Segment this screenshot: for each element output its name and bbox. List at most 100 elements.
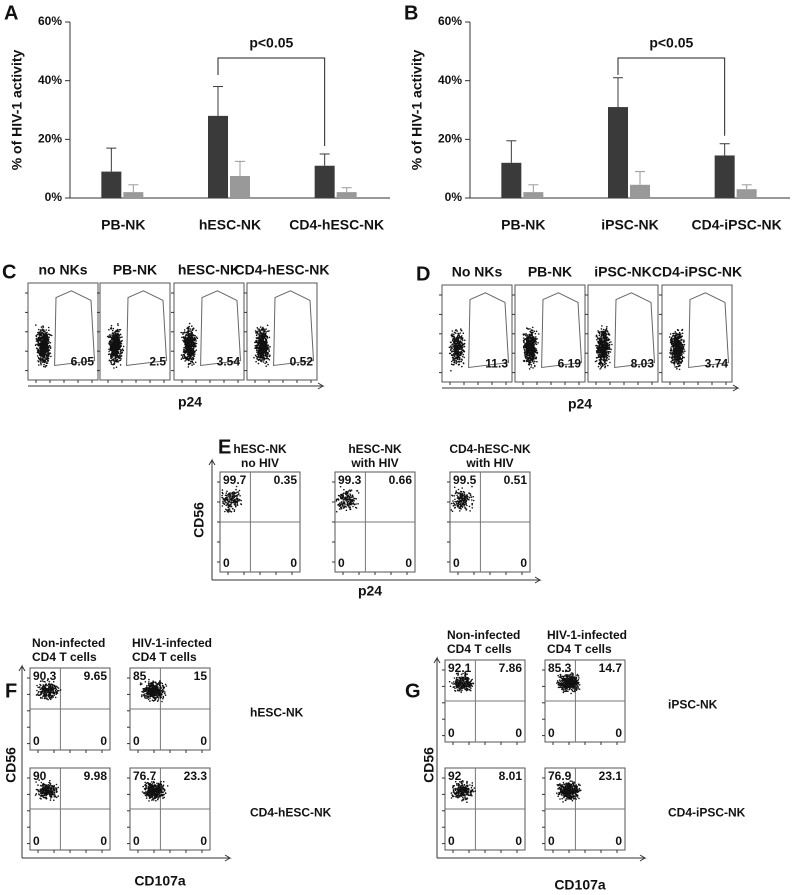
dot: [111, 325, 113, 327]
dot: [471, 507, 473, 509]
dot: [466, 497, 468, 499]
dot: [604, 352, 606, 354]
dot: [464, 500, 466, 502]
dot: [461, 342, 463, 344]
dot: [455, 354, 457, 356]
dot: [529, 364, 531, 366]
dot: [452, 356, 454, 358]
dot: [461, 345, 463, 347]
dot: [184, 357, 186, 359]
dot: [597, 330, 599, 332]
dot: [601, 347, 603, 349]
dot: [234, 504, 236, 506]
dot: [42, 337, 44, 339]
dot: [530, 358, 532, 360]
dot: [601, 356, 603, 358]
dot: [234, 509, 236, 511]
dot: [601, 328, 603, 330]
dot: [450, 342, 452, 344]
dot: [188, 366, 190, 368]
dot: [531, 348, 533, 350]
panel-title: with HIV: [350, 456, 398, 470]
dot: [269, 337, 271, 339]
dot: [258, 350, 260, 352]
dot: [41, 340, 43, 342]
dot: [524, 350, 526, 352]
dot: [535, 357, 537, 359]
dot: [190, 335, 192, 337]
dot: [266, 336, 268, 338]
dot: [672, 355, 674, 357]
dot: [265, 328, 267, 330]
dot: [673, 351, 675, 353]
dot: [450, 350, 452, 352]
dot: [463, 332, 465, 334]
dot: [193, 357, 195, 359]
dot: [455, 490, 457, 492]
dot: [606, 347, 608, 349]
dot: [451, 333, 453, 335]
dot: [194, 351, 196, 353]
dot: [463, 500, 465, 502]
dot: [230, 499, 232, 501]
dot: [678, 338, 680, 340]
dot: [222, 489, 224, 491]
dot: [456, 363, 458, 365]
dot: [184, 331, 186, 333]
dot: [530, 334, 532, 336]
dot: [264, 329, 266, 331]
panel-title: PB-NK: [528, 264, 572, 280]
dot: [670, 351, 672, 353]
dot: [471, 496, 473, 498]
dot: [258, 363, 260, 365]
dot: [533, 350, 535, 352]
dot: [671, 341, 673, 343]
dot: [606, 326, 608, 328]
dot: [537, 342, 539, 344]
dot: [675, 355, 677, 357]
dot: [527, 357, 529, 359]
column-header: CD4 T cells: [132, 650, 197, 664]
dot: [605, 356, 607, 358]
dot: [111, 363, 113, 365]
dot: [604, 367, 606, 369]
dot: [527, 336, 529, 338]
dot: [600, 337, 602, 339]
panel-label: C: [2, 261, 16, 283]
dot: [677, 343, 679, 345]
gate-value: 6.19: [558, 357, 582, 371]
dot: [536, 361, 538, 363]
dot: [267, 325, 269, 327]
dot: [453, 364, 455, 366]
dot: [42, 346, 44, 348]
dot: [678, 366, 680, 368]
panel-title: PB-NK: [113, 262, 157, 278]
dot: [470, 495, 472, 497]
dot: [456, 337, 458, 339]
dot: [531, 364, 533, 366]
dot: [262, 357, 264, 359]
dot: [255, 340, 257, 342]
dot: [459, 507, 461, 509]
dot: [186, 348, 188, 350]
dot: [609, 342, 611, 344]
y-axis-label: CD56: [191, 502, 207, 538]
panel-label: F: [5, 680, 17, 702]
dot: [50, 346, 52, 348]
dot: [227, 503, 229, 505]
dot: [47, 358, 49, 360]
dot: [680, 342, 682, 344]
dot: [254, 342, 256, 344]
dot: [38, 364, 40, 366]
panel-title: CD4-iPSC-NK: [652, 264, 742, 280]
dot: [338, 495, 340, 497]
dot: [228, 505, 230, 507]
dot: [347, 499, 349, 501]
dot: [260, 354, 262, 356]
dot: [339, 502, 341, 504]
dot: [531, 341, 533, 343]
dot: [117, 359, 119, 361]
dot: [682, 329, 684, 331]
dot: [469, 510, 471, 512]
dot: [110, 353, 112, 355]
